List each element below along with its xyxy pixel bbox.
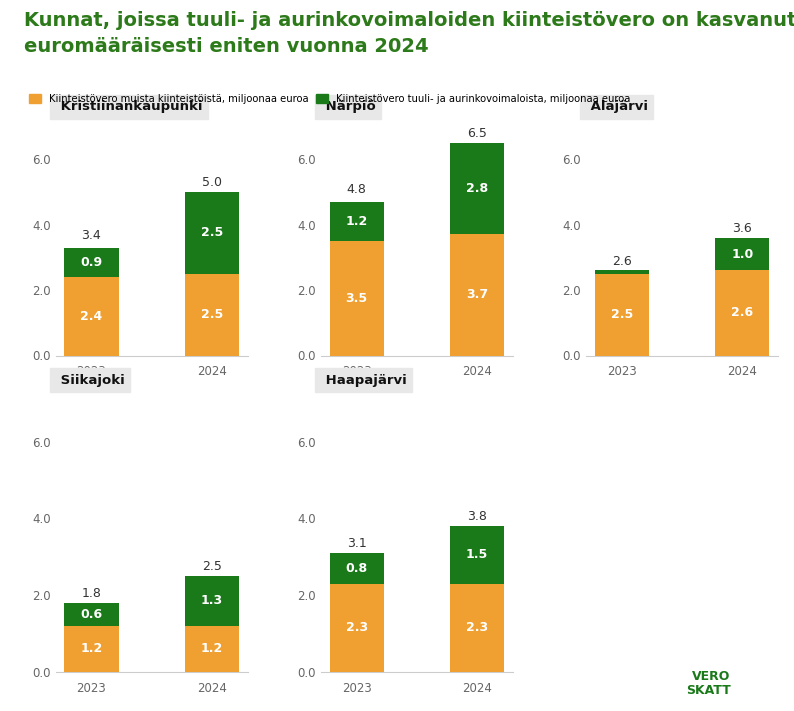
Bar: [450, 235, 504, 356]
Text: 2.3: 2.3: [345, 621, 368, 634]
Bar: [185, 576, 239, 626]
Text: Närpiö: Närpiö: [321, 100, 376, 113]
Text: Siikajoki: Siikajoki: [56, 374, 125, 387]
Text: 1.2: 1.2: [80, 642, 102, 656]
Text: 0.8: 0.8: [345, 562, 368, 574]
Text: 3.7: 3.7: [466, 289, 488, 301]
Text: 1.2: 1.2: [345, 215, 368, 228]
Text: 1.5: 1.5: [466, 548, 488, 561]
Bar: [185, 192, 239, 274]
Text: 2.5: 2.5: [202, 560, 222, 573]
Text: 2.5: 2.5: [201, 308, 223, 321]
Text: 1.2: 1.2: [201, 642, 223, 656]
Text: 3.6: 3.6: [732, 222, 752, 235]
Bar: [330, 584, 384, 672]
Text: 4.8: 4.8: [347, 183, 367, 196]
Text: 3.8: 3.8: [467, 510, 487, 523]
Bar: [64, 247, 118, 277]
Text: Kunnat, joissa tuuli- ja aurinkovoimaloiden kiinteistövero on kasvanut: Kunnat, joissa tuuli- ja aurinkovoimaloi…: [24, 11, 794, 30]
Bar: [450, 143, 504, 235]
Text: 1.8: 1.8: [82, 587, 102, 599]
Text: Haapajärvi: Haapajärvi: [321, 374, 407, 387]
Text: 3.4: 3.4: [82, 229, 102, 242]
Text: euromääräisesti eniten vuonna 2024: euromääräisesti eniten vuonna 2024: [24, 37, 429, 56]
Bar: [715, 237, 769, 270]
Text: 3.5: 3.5: [345, 292, 368, 305]
Text: 2.6: 2.6: [612, 255, 632, 268]
Legend: Kiinteistövero muista kiinteistöistä, miljoonaa euroa, Kiinteistövero tuuli- ja : Kiinteistövero muista kiinteistöistä, mi…: [29, 94, 630, 104]
Text: 2.5: 2.5: [201, 226, 223, 240]
Bar: [330, 553, 384, 584]
Text: Kristiinankaupunki: Kristiinankaupunki: [56, 100, 202, 113]
Text: 6.5: 6.5: [467, 127, 487, 140]
Bar: [330, 202, 384, 241]
Bar: [715, 270, 769, 356]
Text: 0.9: 0.9: [80, 256, 102, 269]
Text: Alajärvi: Alajärvi: [586, 100, 648, 113]
Bar: [450, 526, 504, 584]
Bar: [595, 274, 649, 356]
Text: 1.3: 1.3: [201, 594, 223, 607]
Text: 0.6: 0.6: [80, 608, 102, 621]
Bar: [185, 274, 239, 356]
Bar: [64, 277, 118, 356]
Text: 1.0: 1.0: [731, 247, 754, 261]
Text: 2.3: 2.3: [466, 621, 488, 634]
Text: VERO
SKATT: VERO SKATT: [686, 670, 730, 697]
Bar: [595, 270, 649, 274]
Text: 2.4: 2.4: [80, 310, 102, 323]
Text: 5.0: 5.0: [202, 176, 222, 189]
Text: 2.8: 2.8: [466, 182, 488, 196]
Bar: [64, 603, 118, 626]
Bar: [330, 241, 384, 356]
Text: 3.1: 3.1: [347, 537, 367, 550]
Text: 2.5: 2.5: [611, 308, 633, 321]
Bar: [450, 584, 504, 672]
Text: 2.6: 2.6: [731, 306, 754, 319]
Bar: [185, 626, 239, 672]
Bar: [64, 626, 118, 672]
